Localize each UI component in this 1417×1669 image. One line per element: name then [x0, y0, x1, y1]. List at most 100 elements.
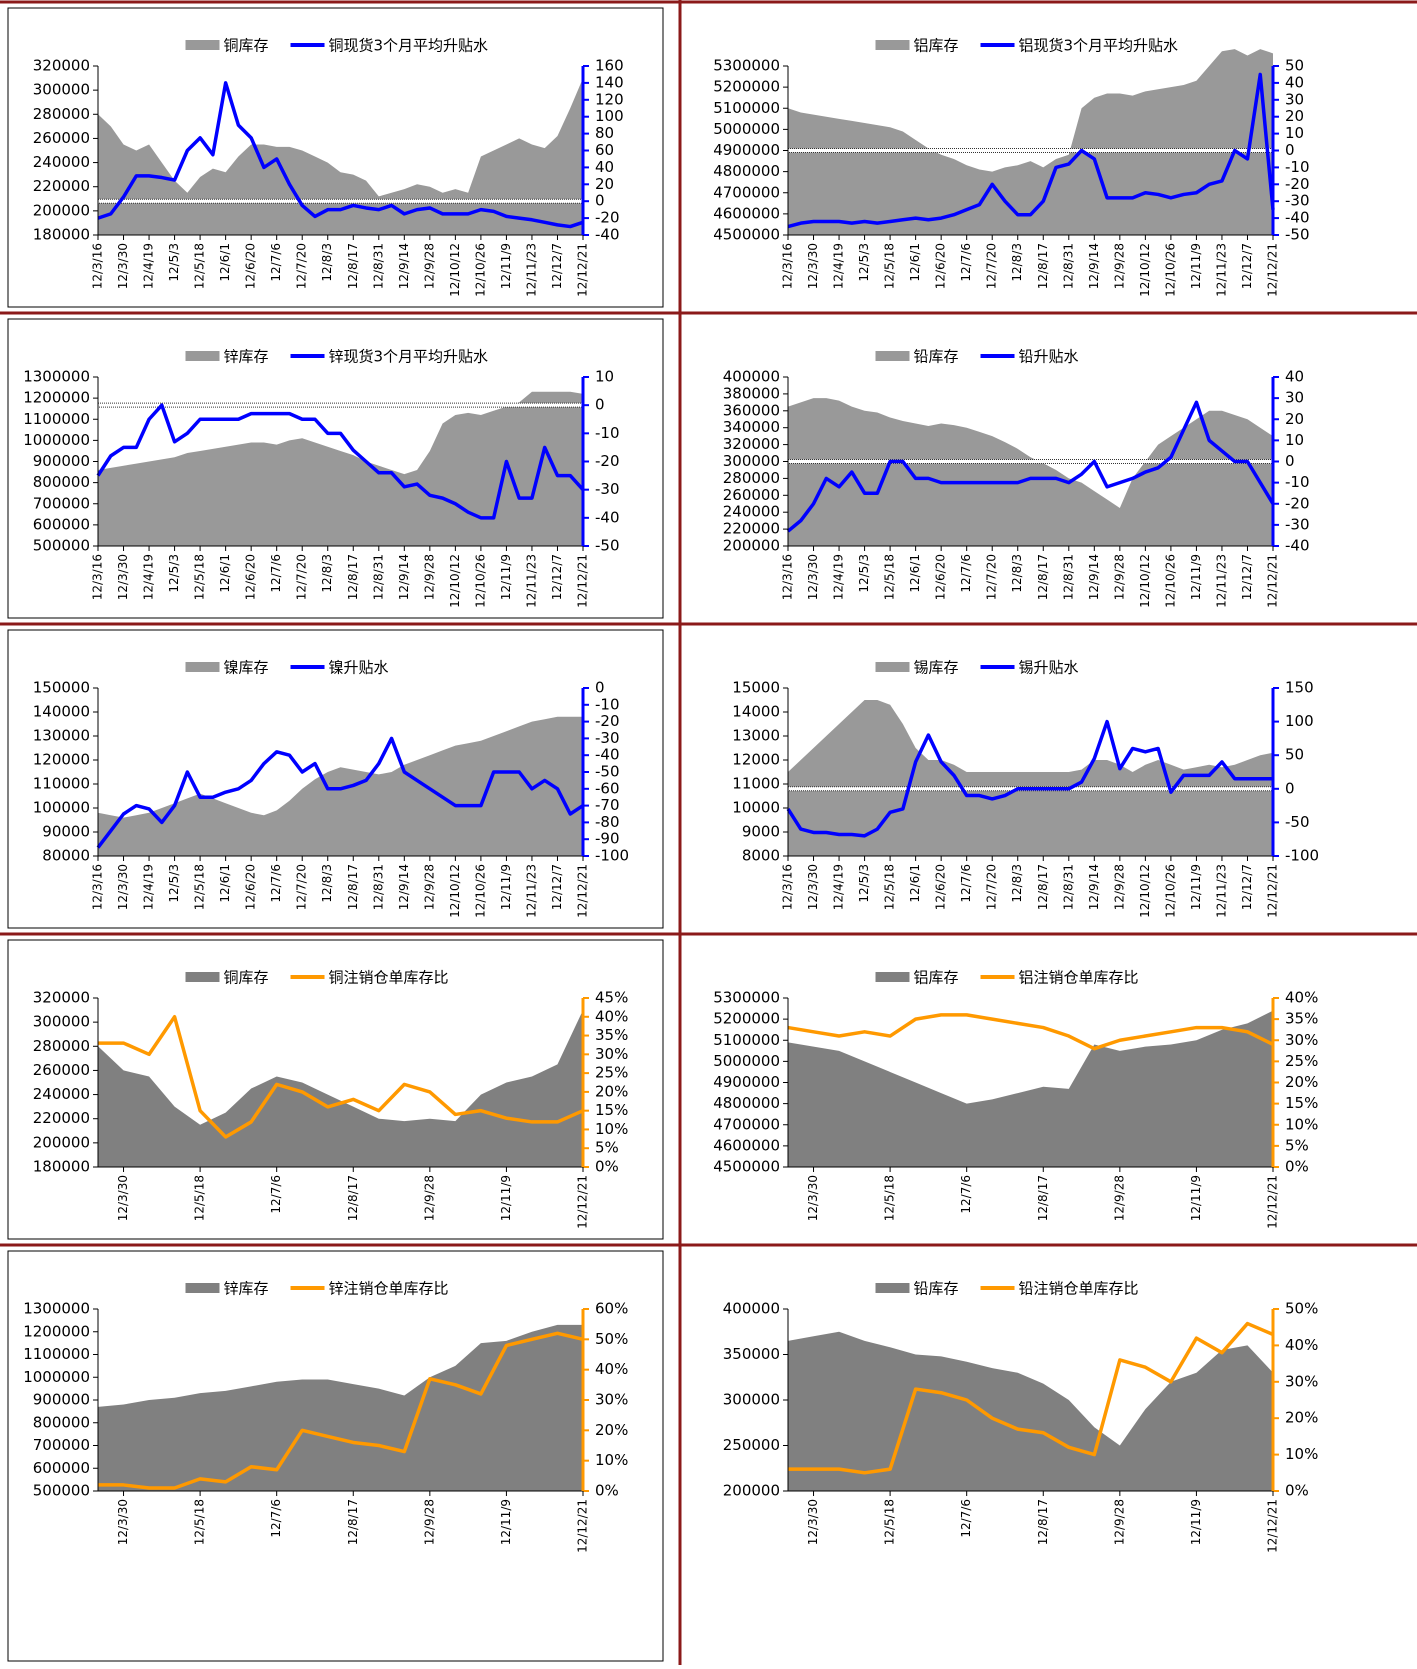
y-tick-label: 240000 [33, 1085, 90, 1103]
x-tick-label: 12/5/3 [857, 864, 871, 903]
y2-tick-label: 0 [595, 679, 605, 697]
y2-tick-label: 30% [1285, 1031, 1318, 1049]
x-tick-label: 12/8/17 [346, 243, 360, 289]
x-tick-label: 12/10/12 [1138, 864, 1152, 918]
y2-tick-label: 50% [1285, 1300, 1318, 1318]
legend-label: 锡库存 [914, 659, 959, 677]
y2-tick-label: 25% [1285, 1052, 1318, 1070]
x-tick-label: 12/7/6 [959, 1175, 973, 1214]
y-tick-label: 5200000 [713, 78, 780, 96]
y-tick-label: 280000 [723, 469, 780, 487]
legend-label: 镍升贴水 [329, 659, 389, 677]
x-tick-label: 12/10/26 [473, 554, 487, 608]
y-tick-label: 700000 [33, 1436, 90, 1454]
chart-panel: 锌库存 锌注销仓单库存比 500000 600000 700000 800000 90000… [7, 1250, 664, 1662]
x-tick-label: 12/6/20 [244, 243, 258, 289]
x-tick-label: 12/6/20 [934, 864, 948, 910]
x-tick-label: 12/8/17 [1036, 1175, 1050, 1221]
x-tick-label: 12/10/12 [1138, 554, 1152, 608]
y2-tick-label: 20% [595, 1421, 628, 1439]
y2-tick-label: 40 [1285, 368, 1304, 386]
x-tick-label: 12/9/28 [1112, 554, 1126, 600]
x-tick-label: 12/5/18 [883, 1175, 897, 1221]
y-tick-label: 1300000 [23, 368, 90, 386]
y-tick-label: 140000 [33, 703, 90, 721]
y2-tick-label: -30 [595, 729, 620, 747]
x-tick-label: 12/8/31 [1061, 554, 1075, 600]
y2-tick-label: 35% [1285, 1010, 1318, 1028]
x-tick-label: 12/8/3 [1010, 243, 1024, 282]
x-tick-label: 12/6/1 [908, 864, 922, 903]
y2-tick-label: 35% [595, 1026, 628, 1044]
x-tick-label: 12/5/3 [857, 554, 871, 593]
y-tick-label: 4800000 [713, 162, 780, 180]
y2-tick-label: 120 [595, 90, 624, 108]
y-tick-label: 900000 [33, 1391, 90, 1409]
y2-tick-label: 10% [1285, 1115, 1318, 1133]
y2-tick-label: 20% [1285, 1073, 1318, 1091]
y-tick-label: 4700000 [713, 183, 780, 201]
x-tick-label: 12/12/21 [576, 554, 590, 608]
y-tick-label: 14000 [732, 703, 780, 721]
legend-label: 铅升贴水 [1019, 348, 1079, 366]
y-tick-label: 5000000 [713, 1052, 780, 1070]
legend-label: 镍库存 [224, 659, 269, 677]
y2-tick-label: 50 [1285, 57, 1304, 75]
x-tick-label: 12/12/7 [550, 864, 564, 910]
y2-tick-label: 0 [595, 396, 605, 414]
x-tick-label: 12/8/3 [320, 864, 334, 903]
y2-tick-label: -20 [595, 712, 620, 730]
line [96, 403, 585, 520]
y-tick-label: 4600000 [713, 204, 780, 222]
chart-panel: 锡库存 锡升贴水 8000 9000 10000 11000 12000 13000 14000… [732, 659, 1319, 918]
x-tick-label: 12/5/18 [883, 1499, 897, 1545]
x-tick-label: 12/9/28 [422, 1499, 436, 1545]
x-tick-label: 12/3/30 [806, 243, 820, 289]
y-tick-label: 240000 [33, 153, 90, 171]
legend-label: 铜现货3个月平均升贴水 [329, 37, 489, 55]
legend-label: 锌注销仓单库存比 [329, 1280, 449, 1298]
legend-swatch [185, 972, 220, 982]
chart-panel: 铝库存 铝注销仓单库存比 4500000 4600000 4700000 4800000 4… [713, 969, 1318, 1229]
x-tick-label: 12/4/19 [832, 864, 846, 910]
y-tick-label: 90000 [42, 823, 90, 841]
x-tick-label: 12/11/9 [1189, 1499, 1203, 1545]
x-tick-label: 12/5/3 [857, 243, 871, 282]
y2-tick-label: -20 [595, 209, 620, 227]
x-tick-label: 12/10/26 [1163, 554, 1177, 608]
x-tick-label: 12/7/6 [269, 554, 283, 593]
y2-tick-label: -30 [1285, 192, 1310, 210]
x-tick-label: 12/9/14 [1087, 864, 1101, 910]
x-tick-label: 12/7/6 [269, 1175, 283, 1214]
chart-panel: 镍库存 镍升贴水 80000 90000 100000 110000 120000 13000… [7, 629, 664, 929]
x-tick-label: 12/3/30 [806, 864, 820, 910]
chart-panel: 铅库存 铅升贴水200000220000240000260000280000300… [723, 348, 1310, 608]
x-tick-label: 12/3/16 [781, 554, 795, 600]
y2-tick-label: 0% [1285, 1482, 1309, 1500]
line [787, 1013, 1274, 1051]
x-tick-label: 12/8/31 [371, 554, 385, 600]
y-tick-label: 1100000 [23, 410, 90, 428]
x-tick-label: 12/8/31 [1061, 243, 1075, 289]
y-tick-label: 260000 [33, 129, 90, 147]
y2-tick-label: 150 [1285, 679, 1314, 697]
x-tick-label: 12/5/18 [883, 243, 897, 289]
y2-tick-label: 30% [1285, 1372, 1318, 1390]
area [98, 78, 583, 235]
x-tick-label: 12/12/21 [1266, 554, 1280, 608]
chart-panel: 铅库存 铅注销仓单库存比 200000 250000 300000 350000 40000… [723, 1280, 1319, 1553]
x-tick-label: 12/11/9 [1189, 1175, 1203, 1221]
x-tick-label: 12/3/16 [781, 243, 795, 289]
y2-tick-label: 0% [1285, 1158, 1309, 1176]
x-tick-label: 12/10/12 [1138, 243, 1152, 297]
y2-tick-label: 45% [595, 989, 628, 1007]
y2-tick-label: 0% [595, 1158, 619, 1176]
y2-tick-label: -30 [595, 480, 620, 498]
y2-tick-label: -70 [595, 796, 620, 814]
line [786, 719, 1273, 838]
legend-label: 锌现货3个月平均升贴水 [329, 348, 489, 366]
y2-tick-label: 5% [1285, 1136, 1309, 1154]
line [97, 81, 584, 229]
x-tick-label: 12/3/16 [781, 864, 795, 910]
x-tick-label: 12/11/9 [1189, 864, 1203, 910]
